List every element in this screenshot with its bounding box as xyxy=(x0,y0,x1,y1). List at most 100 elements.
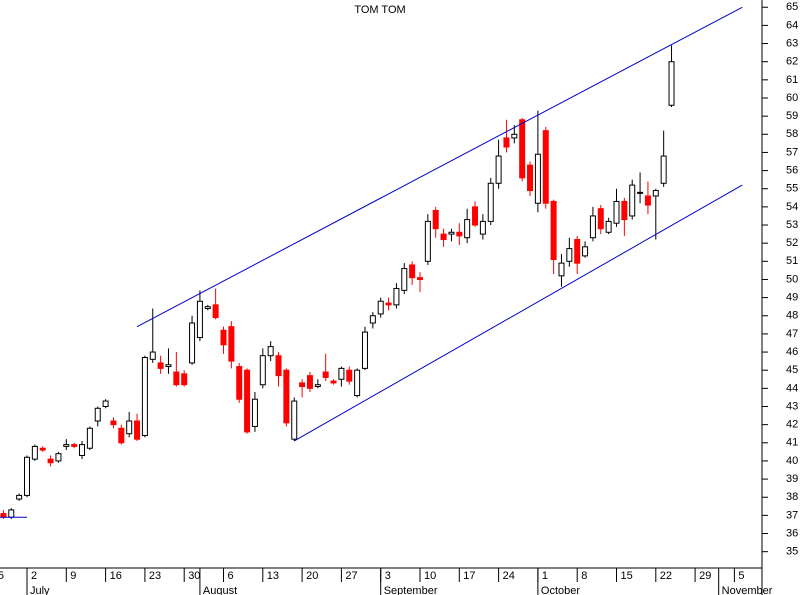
x-tick-label: 17 xyxy=(463,570,475,582)
x-tick-label: 24 xyxy=(503,570,515,582)
candle-body xyxy=(126,420,133,435)
candle-body xyxy=(8,509,15,518)
candle-body xyxy=(306,375,313,389)
plot-area xyxy=(0,6,743,520)
y-tick-label: 45 xyxy=(786,364,798,376)
candle-body xyxy=(637,191,644,194)
x-tick-label: 23 xyxy=(149,570,161,582)
y-tick-label: 46 xyxy=(786,346,798,358)
candle-body xyxy=(283,369,290,424)
candle-body xyxy=(589,215,596,239)
y-tick-label: 54 xyxy=(786,201,798,213)
candle-body xyxy=(63,444,70,447)
candle-body xyxy=(275,355,282,377)
y-tick-label: 35 xyxy=(786,546,798,558)
x-tick-label: 16 xyxy=(110,570,122,582)
candle-body xyxy=(652,190,659,197)
candle-body xyxy=(629,184,636,217)
x-tick-label: 3 xyxy=(385,570,391,582)
x-tick-label: 15 xyxy=(621,570,633,582)
candle-body xyxy=(605,220,612,233)
candle-body xyxy=(314,384,321,388)
candle-body xyxy=(377,300,384,315)
x-tick-label: 20 xyxy=(306,570,318,582)
candle-body xyxy=(189,322,196,364)
candle-body xyxy=(479,220,486,235)
y-tick-label: 48 xyxy=(786,310,798,322)
candle-body xyxy=(472,206,479,226)
y-tick-label: 47 xyxy=(786,328,798,340)
x-tick-label: 5 xyxy=(738,570,744,582)
candle-body xyxy=(503,137,510,148)
chart-title: TOM TOM xyxy=(354,4,405,16)
candle-body xyxy=(149,351,156,360)
month-label: November xyxy=(722,585,773,595)
candle-body xyxy=(448,231,455,235)
candle-body xyxy=(393,288,400,306)
candle-body xyxy=(597,208,604,230)
y-tick-label: 40 xyxy=(786,455,798,467)
candle-body xyxy=(440,233,447,241)
candle-body xyxy=(644,195,651,206)
y-tick-label: 49 xyxy=(786,292,798,304)
y-tick-label: 62 xyxy=(786,56,798,68)
candle-body xyxy=(424,220,431,262)
y-tick-label: 63 xyxy=(786,37,798,49)
x-tick-label: 29 xyxy=(699,570,711,582)
y-tick-label: 57 xyxy=(786,146,798,158)
y-tick-label: 41 xyxy=(786,437,798,449)
candle-body xyxy=(495,155,502,184)
y-tick-label: 43 xyxy=(786,400,798,412)
candle-body xyxy=(0,513,7,518)
candle-body xyxy=(542,130,549,204)
candle-body xyxy=(558,262,565,277)
x-tick-label: 8 xyxy=(581,570,587,582)
candle-body xyxy=(110,420,117,426)
y-tick-label: 51 xyxy=(786,255,798,267)
candle-body xyxy=(118,427,125,444)
candle-body xyxy=(228,326,235,362)
candle-body xyxy=(24,456,30,496)
candle-body xyxy=(550,200,557,261)
y-tick-label: 55 xyxy=(786,183,798,195)
candle-body xyxy=(55,453,62,462)
candle-body xyxy=(299,382,306,388)
x-tick-label: 6 xyxy=(228,570,234,582)
month-label: October xyxy=(541,585,580,595)
y-tick-label: 61 xyxy=(786,74,798,86)
candle-body xyxy=(456,231,463,237)
candle-body xyxy=(668,61,675,106)
candle-body xyxy=(354,369,361,397)
candle-body xyxy=(519,119,526,179)
candle-body xyxy=(369,315,376,324)
candle-body xyxy=(244,369,251,433)
candle-body xyxy=(267,346,274,357)
candle-body xyxy=(71,444,78,447)
candle-body xyxy=(181,373,188,386)
candle-body xyxy=(212,304,219,319)
month-label: August xyxy=(203,585,237,595)
candle-body xyxy=(79,444,86,456)
y-tick-label: 60 xyxy=(786,92,798,104)
y-tick-label: 56 xyxy=(786,164,798,176)
month-label: July xyxy=(30,585,50,595)
y-tick-label: 36 xyxy=(786,527,798,539)
candle-body xyxy=(613,200,620,224)
candle-body xyxy=(173,371,180,386)
candle-body xyxy=(464,219,471,239)
candle-body xyxy=(204,306,211,309)
candle-body xyxy=(322,371,329,378)
candle-body xyxy=(236,366,243,400)
candle-body xyxy=(574,239,581,264)
candle-body xyxy=(346,369,353,382)
y-tick-label: 42 xyxy=(786,419,798,431)
candle-body xyxy=(157,362,164,369)
candle-body xyxy=(432,210,439,230)
candle-body xyxy=(409,264,416,279)
candle-body xyxy=(259,355,266,386)
y-tick-label: 38 xyxy=(786,491,798,503)
y-tick-label: 44 xyxy=(786,382,798,394)
y-tick-label: 58 xyxy=(786,128,798,140)
candle-body xyxy=(487,182,494,222)
